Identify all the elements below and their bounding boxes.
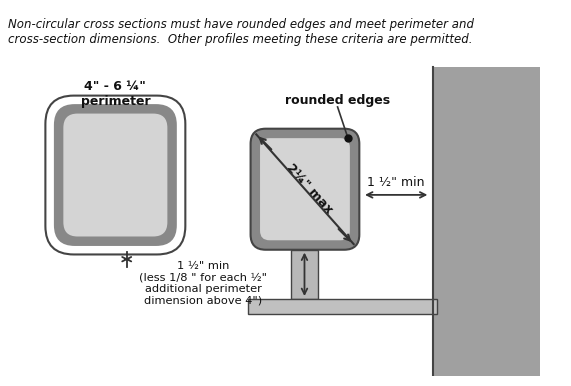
Text: 4" - 6 ¼"
perimeter: 4" - 6 ¼" perimeter — [81, 80, 150, 108]
Text: 2¼" max: 2¼" max — [284, 162, 335, 217]
FancyBboxPatch shape — [45, 96, 186, 254]
Text: Non-circular cross sections must have rounded edges and meet perimeter and
cross: Non-circular cross sections must have ro… — [7, 18, 473, 46]
Text: 1 ½" min
(less 1/8 " for each ½"
additional perimeter
dimension above 4"): 1 ½" min (less 1/8 " for each ½" additio… — [139, 261, 267, 306]
Text: rounded edges: rounded edges — [285, 94, 390, 107]
Bar — [291, 250, 317, 299]
FancyBboxPatch shape — [251, 129, 359, 250]
Bar — [433, 67, 540, 376]
FancyBboxPatch shape — [54, 104, 177, 246]
Bar — [248, 299, 437, 314]
FancyBboxPatch shape — [63, 113, 167, 237]
FancyBboxPatch shape — [260, 138, 350, 240]
Text: 1 ½" min: 1 ½" min — [368, 176, 425, 189]
